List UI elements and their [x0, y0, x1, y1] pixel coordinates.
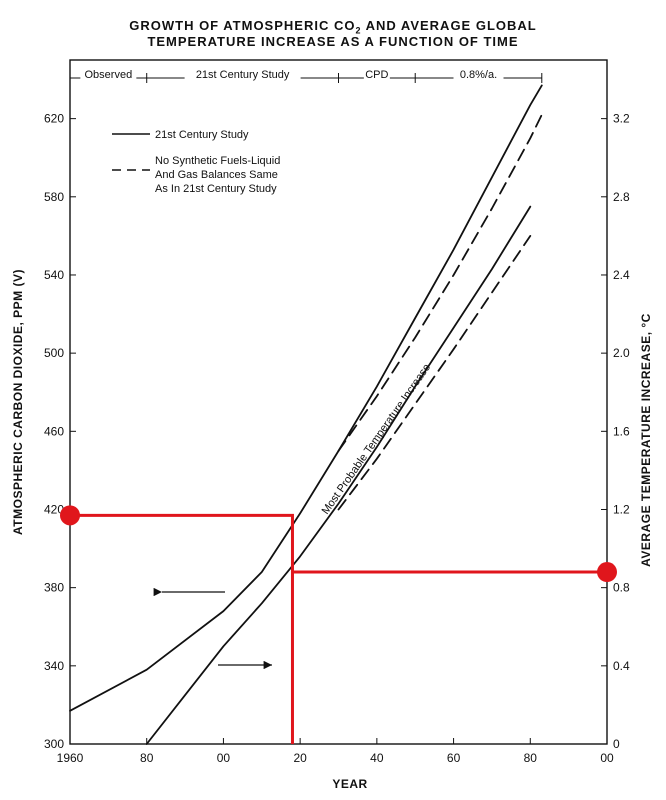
- y-tick-label: 620: [44, 112, 64, 126]
- y-axis-right-label: AVERAGE TEMPERATURE INCREASE, °C: [639, 313, 653, 567]
- y2-tick-label: 2.8: [613, 190, 630, 204]
- phase-label-bg: [184, 69, 301, 81]
- x-tick-label: 80: [524, 751, 538, 765]
- y-tick-label: 500: [44, 346, 64, 360]
- phase-label-bg: [80, 69, 137, 81]
- y-tick-label: 460: [44, 424, 64, 438]
- y2-tick-label: 1.6: [613, 424, 630, 438]
- chart-title-line2: TEMPERATURE INCREASE AS A FUNCTION OF TI…: [147, 34, 519, 49]
- temperature-dashed-line: [337, 235, 532, 511]
- y2-tick-label: 0: [613, 737, 620, 751]
- x-tick-label: 00: [217, 751, 231, 765]
- annotation-most-probable: Most Probable Temperature Increase: [320, 362, 434, 517]
- y-tick-label: 420: [44, 502, 64, 516]
- legend-label-dashed-line3: As In 21st Century Study: [155, 183, 277, 195]
- y2-tick-label: 2.0: [613, 346, 630, 360]
- phase-label: Observed: [85, 69, 133, 81]
- co2-solid-line: [69, 84, 543, 712]
- x-tick-label: 60: [447, 751, 461, 765]
- phase-label-bg: [453, 69, 504, 81]
- y2-tick-label: 3.2: [613, 112, 630, 126]
- series-group: [69, 84, 543, 745]
- y-tick-label: 380: [44, 581, 64, 595]
- x-tick-label: 00: [600, 751, 614, 765]
- temperature-solid-line: [145, 205, 532, 745]
- y2-tick-label: 2.4: [613, 268, 630, 282]
- chart-title-line1: GROWTH OF ATMOSPHERIC CO2 AND AVERAGE GL…: [0, 18, 666, 36]
- y-axis-right: 0 0.4 0.8 1.2 1.6 2.0 2.4 2.8 3.2: [601, 112, 630, 751]
- legend: 21st Century Study No Synthetic Fuels-Li…: [112, 129, 280, 195]
- plot-frame: [69, 59, 608, 745]
- x-axis-label: YEAR: [332, 777, 367, 791]
- y-tick-label: 540: [44, 268, 64, 282]
- legend-label-dashed-line2: And Gas Balances Same: [155, 169, 278, 181]
- highlight-overlay: [60, 505, 617, 744]
- phase-label-bg: [363, 69, 390, 81]
- temperature-highlight-marker: [597, 562, 617, 583]
- x-tick-label: 1960: [57, 751, 84, 765]
- phase-label: 0.8%/a.: [460, 69, 497, 81]
- y-axis-left-label: ATMOSPHERIC CARBON DIOXIDE, PPM (V): [11, 269, 25, 535]
- co2-highlight-guide: [70, 513, 294, 744]
- study-phases-bar: Observed 21st Century Study CPD 0.8%/a.: [70, 69, 543, 83]
- co2-dashed-line: [337, 113, 543, 452]
- y-tick-label: 340: [44, 659, 64, 673]
- chart-title-part-a: GROWTH OF ATMOSPHERIC CO: [129, 18, 356, 33]
- legend-label-solid: 21st Century Study: [155, 129, 249, 141]
- x-axis: 1960 80 00 20 40 60 80 00: [57, 738, 614, 765]
- legend-label-dashed-line1: No Synthetic Fuels-Liquid: [155, 155, 280, 167]
- phase-label: CPD: [365, 69, 388, 81]
- y-axis-left: 300 340 380 420 460 500 540 580 620: [44, 112, 76, 751]
- x-tick-label: 80: [140, 751, 154, 765]
- chart-title-subscript: 2: [355, 25, 362, 36]
- y2-tick-label: 1.2: [613, 502, 630, 516]
- x-tick-label: 20: [293, 751, 307, 765]
- y2-tick-label: 0.8: [613, 581, 630, 595]
- y-tick-label: 300: [44, 737, 64, 751]
- x-tick-label: 40: [370, 751, 384, 765]
- y-tick-label: 580: [44, 190, 64, 204]
- phase-label: 21st Century Study: [196, 69, 290, 81]
- co2-highlight-marker: [60, 505, 80, 526]
- y2-tick-label: 0.4: [613, 659, 630, 673]
- chart-title-part-b: AND AVERAGE GLOBAL: [361, 18, 537, 33]
